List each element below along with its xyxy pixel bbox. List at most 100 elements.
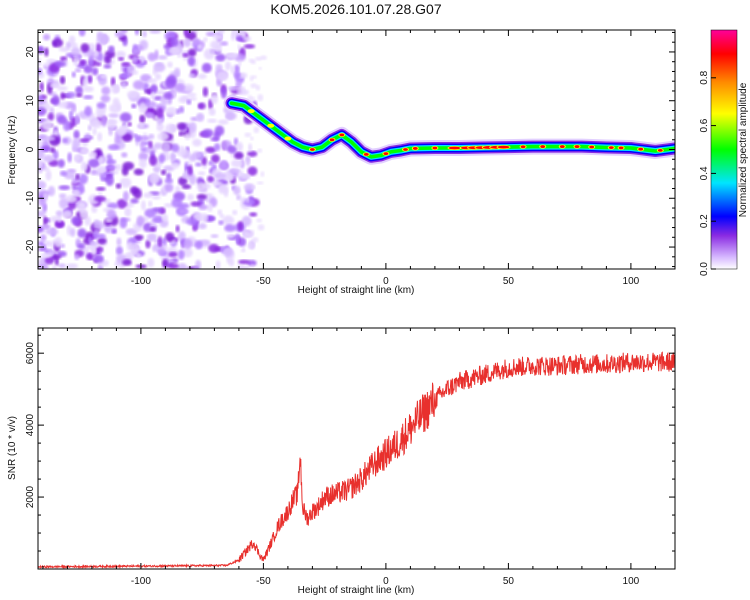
spectrogram-noise-blob (82, 77, 88, 88)
spectrogram-noise-blob (72, 138, 81, 149)
spectrogram-peak (339, 133, 345, 137)
spectrogram-noise-blob (93, 50, 99, 58)
spectrogram-noise-blob (51, 94, 60, 106)
spectrogram-noise-blob (227, 86, 239, 91)
spectrogram-noise-blob (50, 254, 62, 260)
spectrogram-noise-blob (139, 140, 146, 149)
spectrogram-noise-blob (139, 114, 146, 124)
spectrogram-noise-blob (117, 56, 125, 61)
spectrogram-noise-blob (54, 60, 66, 68)
spectrogram-noise-blob (161, 214, 169, 223)
spectrogram-noise-blob (98, 156, 104, 164)
spectrogram-noise-blob (114, 135, 122, 144)
spectrogram-noise-blob (167, 263, 179, 269)
spectrogram-noise-blob (38, 95, 44, 102)
spectrogram-noise-blob (213, 44, 222, 53)
spectrogram-noise-blob (142, 30, 147, 38)
spectrogram-noise-blob (178, 209, 190, 214)
spectrogram-noise-blob (195, 162, 202, 167)
spectrogram-noise-blob (222, 171, 233, 181)
spectrogram-noise-blob (167, 61, 173, 68)
spectrogram-noise-blob (243, 183, 255, 192)
spectrogram-noise-blob (138, 102, 147, 114)
spectrogram-noise-blob (38, 197, 46, 207)
spectrogram-noise-blob (97, 132, 103, 142)
spectrogram-noise-blob (78, 30, 86, 37)
spectrogram-peak (383, 152, 389, 156)
spectrogram-noise-blob (241, 33, 246, 38)
spectrogram-noise-blob (161, 142, 171, 153)
colorbar-gradient (710, 29, 738, 270)
spectrogram-noise-blob (177, 263, 188, 269)
spectrogram-noise-blob (250, 264, 255, 269)
spectrogram-noise-blob (243, 44, 256, 49)
spectrogram-noise-blob (46, 228, 59, 236)
snr-ylabel: SNR (10 * v/v) (7, 416, 18, 480)
spectrogram-noise-blob (165, 123, 177, 134)
spectrogram-xtick-label: 0 (383, 276, 389, 287)
spectrogram-noise-blob (157, 132, 169, 141)
snr-xtick-label: 50 (503, 576, 515, 587)
spectrogram-noise-blob (165, 232, 175, 242)
spectrogram-noise-blob (170, 37, 179, 47)
spectrogram-noise-blob (84, 105, 93, 117)
spectrogram-noise-blob (119, 112, 132, 123)
spectrogram-noise-blob (38, 107, 47, 116)
spectrogram-noise-blob (53, 129, 59, 137)
spectrogram-ytick-label: 0 (25, 146, 36, 152)
spectrogram-noise-blob (106, 159, 117, 165)
spectrogram-noise-blob (138, 151, 149, 161)
spectrogram-noise-blob (57, 215, 62, 223)
spectrogram-noise-blob (192, 265, 199, 269)
spectrogram-noise-blob (154, 73, 162, 80)
spectrogram-noise-blob (77, 243, 85, 250)
spectrogram-noise-blob (149, 30, 162, 34)
spectrogram-xtick-label: -100 (131, 276, 151, 287)
spectrogram-noise-blob (186, 217, 198, 226)
spectrogram-noise-blob (59, 75, 66, 85)
spectrogram-noise-blob (197, 171, 206, 176)
spectrogram-noise-blob (250, 136, 254, 141)
spectrogram-noise-blob (168, 251, 178, 258)
spectrogram-noise-blob (168, 47, 181, 55)
spectrogram-noise-blob (197, 73, 207, 80)
spectrogram-noise-blob (258, 66, 262, 70)
spectrogram-noise-blob (250, 229, 255, 236)
spectrogram-noise-blob (238, 59, 242, 67)
spectrogram-noise-blob (213, 143, 221, 151)
spectrogram-noise-blob (127, 122, 132, 127)
spectrogram-noise-blob (78, 173, 88, 185)
spectrogram-noise-blob (200, 213, 209, 223)
spectrogram-noise-blob (156, 122, 164, 132)
spectrogram-noise-blob (79, 208, 88, 220)
spectrogram-hotspot (267, 123, 275, 128)
spectrogram-noise-blob (251, 185, 256, 189)
spectrogram-noise-blob (237, 88, 243, 95)
spectrogram-noise-blob (152, 216, 164, 223)
spectrogram-noise-blob (247, 242, 255, 250)
spectrogram-noise-blob (184, 133, 191, 141)
spectrogram-noise-blob (147, 52, 157, 62)
spectrogram-noise-blob (72, 190, 81, 197)
spectrogram-noise-blob (43, 240, 53, 247)
spectrogram-noise-blob (219, 163, 229, 170)
spectrogram-noise-blob (212, 181, 223, 187)
snr-ytick-label: 2000 (25, 486, 36, 509)
spectrogram-noise-blob (201, 62, 212, 73)
spectrogram-noise-blob (192, 38, 201, 45)
spectrogram-noise-blob (237, 220, 244, 232)
spectrogram-noise-blob (62, 210, 73, 219)
spectrogram-noise-blob (59, 170, 68, 177)
spectrogram-noise-blob (40, 234, 47, 242)
spectrogram-xtick-label: 50 (503, 276, 515, 287)
spectrogram-noise-blob (220, 41, 229, 46)
spectrogram-noise-blob (257, 148, 263, 153)
spectrogram-noise-blob (234, 151, 244, 160)
spectrogram-peak (363, 152, 369, 156)
spectrogram-noise-blob (256, 181, 264, 185)
spectrogram-noise-blob (108, 127, 113, 136)
spectrogram-noise-blob (198, 223, 207, 230)
spectrogram-noise-blob (157, 107, 164, 119)
spectrogram-noise-blob (156, 89, 165, 96)
spectrogram-noise-blob (134, 234, 144, 241)
